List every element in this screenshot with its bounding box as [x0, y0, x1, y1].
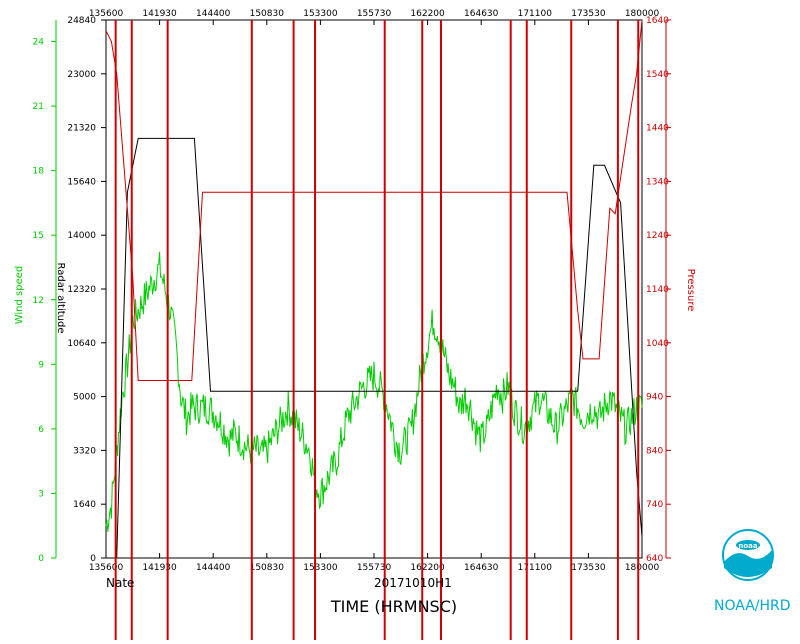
pressure-tick-label: 1040	[646, 339, 669, 349]
x-tick-label-bottom: 150830	[250, 563, 285, 573]
wind-axis-title: Wind speed	[14, 266, 25, 325]
altitude-tick-label: 23000	[67, 70, 96, 80]
pressure-tick-label: 840	[646, 446, 663, 456]
x-tick-label-bottom: 162200	[410, 563, 445, 573]
labels-layer: Nate 20171010H1 TIME (HRMNSC) Wind speed…	[14, 263, 696, 617]
x-tick-label-top: 135600	[89, 9, 124, 19]
x-tick-label-bottom: 153300	[303, 563, 338, 573]
noaa-hrd-label: NOAA/HRD	[714, 598, 791, 614]
pressure-tick-label: 1240	[646, 231, 669, 241]
noaa-emblem-icon	[722, 529, 774, 581]
wind-tick-label: 15	[33, 231, 44, 241]
altitude-tick-label: 21320	[67, 124, 96, 134]
pressure-tick-label: 1640	[646, 16, 669, 26]
x-tick-label-top: 164630	[464, 9, 499, 19]
wind-tick-label: 6	[38, 425, 44, 435]
x-tick-label-top: 144400	[196, 9, 231, 19]
x-tick-label-bottom: 171100	[518, 563, 553, 573]
wind-tick-label: 18	[33, 167, 45, 177]
noaa-badge-text: noaa	[738, 542, 758, 550]
wind-tick-label: 0	[38, 554, 44, 564]
wind-tick-label: 12	[33, 296, 44, 306]
altitude-tick-label: 15640	[67, 177, 96, 187]
altitude-tick-label: 12320	[67, 285, 96, 295]
pressure-tick-label: 740	[646, 500, 663, 510]
pressure-tick-label: 1140	[646, 285, 669, 295]
altitude-tick-label: 1640	[73, 500, 96, 510]
x-tick-label-bottom: 141930	[142, 563, 177, 573]
axes-layer: 135600 141930 144400 150830 153300 155730 1622…	[33, 9, 671, 573]
x-tick-label-top: 180000	[625, 9, 660, 19]
series-layer	[105, 19, 643, 640]
pressure-tick-label: 940	[646, 393, 663, 403]
altitude-tick-label: 5000	[73, 393, 96, 403]
x-tick-label-top: 162200	[410, 9, 445, 19]
x-tick-label-bottom: 164630	[464, 563, 499, 573]
storm-name: Nate	[106, 576, 134, 590]
altitude-tick-label: 24840	[67, 16, 96, 26]
series-line-pressure	[105, 19, 643, 381]
noaa-logo: noaa NOAA/HRD	[712, 528, 798, 628]
wind-tick-label: 24	[33, 38, 45, 48]
pressure-tick-label: 1440	[646, 124, 669, 134]
altitude-tick-label: 10640	[67, 339, 96, 349]
x-tick-label-bottom: 135600	[89, 563, 124, 573]
x-tick-label-top: 150830	[250, 9, 285, 19]
wind-tick-label: 9	[38, 360, 44, 370]
altitude-tick-label: 0	[90, 554, 96, 564]
pressure-tick-label: 1340	[646, 177, 669, 187]
pressure-tick-label: 1540	[646, 70, 669, 80]
x-tick-label-top: 155730	[357, 9, 392, 19]
flight-id: 20171010H1	[374, 576, 452, 590]
x-tick-label-bottom: 155730	[357, 563, 392, 573]
wind-tick-label: 21	[33, 102, 44, 112]
altitude-axis-title: Radar altitude	[55, 263, 66, 334]
x-axis-title: TIME (HRMNSC)	[330, 597, 457, 616]
x-tick-label-top: 173530	[571, 9, 606, 19]
x-tick-label-bottom: 173530	[571, 563, 606, 573]
altitude-tick-label: 14000	[67, 231, 96, 241]
pressure-tick-label: 640	[646, 554, 663, 564]
x-tick-label-top: 141930	[142, 9, 177, 19]
x-tick-label-top: 171100	[518, 9, 553, 19]
altitude-tick-label: 3320	[73, 446, 96, 456]
series-line-wind-speed	[105, 251, 643, 532]
x-tick-label-bottom: 180000	[625, 563, 660, 573]
x-tick-label-top: 153300	[303, 9, 338, 19]
x-tick-label-bottom: 144400	[196, 563, 231, 573]
series-line-radar-altitude	[106, 137, 643, 559]
pressure-axis-title: Pressure	[685, 269, 696, 312]
wind-tick-label: 3	[38, 489, 44, 499]
